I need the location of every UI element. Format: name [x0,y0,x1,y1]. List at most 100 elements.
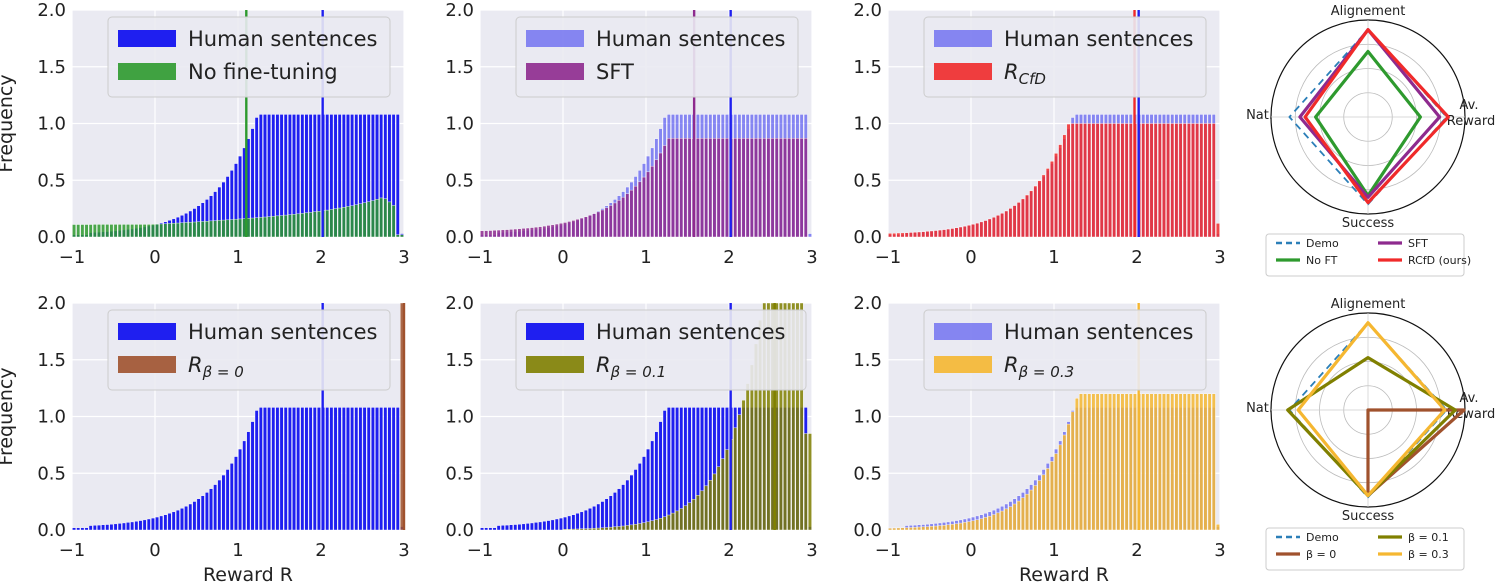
histogram-bar [105,224,110,238]
histogram-bar [888,527,892,531]
histogram-bar [1182,123,1187,238]
y-tick-label: 0.5 [853,463,882,484]
legend: Human sentences No fine-tuning [107,16,391,98]
histogram-bar [803,138,808,238]
legend-label: Demo [1306,531,1339,544]
histogram-bar [650,440,655,531]
histogram-bar [975,519,980,531]
histogram-panel-p1: −1 0 1 2 3 0.0 0.5 1.0 1.5 2.0 Frequency Human sent… [0,0,410,268]
histogram-bar [654,431,659,531]
histogram-bar [571,528,576,531]
histogram-bar [296,407,301,531]
histogram-bar [720,138,725,238]
histogram-bar [971,224,975,238]
histogram-bar [354,407,359,531]
histogram-bar [163,514,168,531]
histogram-bar [204,221,209,238]
histogram-bar [525,227,530,238]
histogram-bar [159,515,164,531]
histogram-bar [1050,161,1054,238]
x-tick-label: 0 [149,540,160,561]
histogram-bar [1211,393,1216,531]
legend-swatch [526,356,584,373]
histogram-bar [171,223,176,238]
histogram-bar [1029,489,1034,531]
x-axis-label: Reward R [203,564,293,583]
histogram-bar [121,224,126,238]
histogram-bar [579,511,584,531]
histogram-bar [1087,393,1092,531]
histogram-bar [1103,393,1108,531]
legend-swatch [934,30,992,47]
histogram-bar [163,223,168,238]
histogram-bar [530,227,534,238]
histogram-bar [579,528,584,531]
x-tick-label: −1 [467,540,494,561]
histogram-bar [933,230,938,238]
histogram-bar [575,528,580,531]
histogram-bar [642,522,646,531]
histogram-bar [1216,223,1220,238]
histogram-bar [225,469,230,531]
histogram-bar [737,138,742,238]
histogram-bar [908,527,913,531]
legend-label: Demo [1306,237,1339,250]
histogram-bar [121,522,126,531]
radar-axis-label: Success [1342,509,1395,524]
histogram-bar [263,216,267,238]
legend-label: No FT [1306,254,1338,267]
histogram-bar [983,517,988,531]
y-tick-label: 0.0 [445,520,474,541]
histogram-bar [146,518,151,531]
histogram-bar [1029,190,1034,238]
histogram-bar [1016,202,1021,238]
histogram-bar [1195,393,1200,531]
histogram-bar [621,196,626,238]
histogram-bar [517,228,522,238]
histogram-bar [900,232,905,238]
histogram-bar [126,224,130,238]
histogram-bar [117,224,122,238]
histogram-bar [991,217,996,238]
histogram-bar [637,181,642,238]
histogram-bar [229,463,234,531]
legend-box [515,16,799,98]
y-tick-label: 0.0 [445,227,474,248]
radar-series-line [1298,28,1442,199]
histogram-bar [1191,123,1195,238]
histogram-bar [621,525,626,531]
histogram-bar [787,302,792,531]
histogram-bar [387,407,392,531]
histogram-bar [379,197,384,238]
histogram-bar [88,224,93,238]
histogram-bar [117,523,122,531]
histogram-bar [209,220,213,238]
histogram-bar [505,524,509,531]
legend-label: Rβ = 0.1 [596,353,666,381]
histogram-bar [783,302,787,531]
histogram-bar [892,527,897,531]
histogram-bar [1045,168,1050,238]
histogram-bar [1174,393,1179,531]
histogram-bar [1153,393,1158,531]
x-tick-label: 2 [315,247,326,268]
histogram-bar [1083,393,1087,531]
legend-swatch [118,323,176,340]
histogram-bar [383,198,388,238]
legend-label: Human sentences [596,320,785,344]
histogram-bar [716,466,721,531]
histogram-bar [1128,393,1133,531]
histogram-bar [155,516,159,531]
histogram-bar [151,517,155,531]
histogram-bar [188,222,193,238]
histogram-bar [917,231,922,238]
histogram-bar [542,521,547,531]
histogram-bar [175,509,180,531]
histogram-bar [762,138,767,238]
x-tick-label: 3 [806,247,817,268]
histogram-bar [975,222,980,238]
histogram-bar [1153,123,1158,238]
histogram-bar [596,503,601,531]
histogram-bar [204,492,209,531]
histogram-bar [666,407,671,531]
